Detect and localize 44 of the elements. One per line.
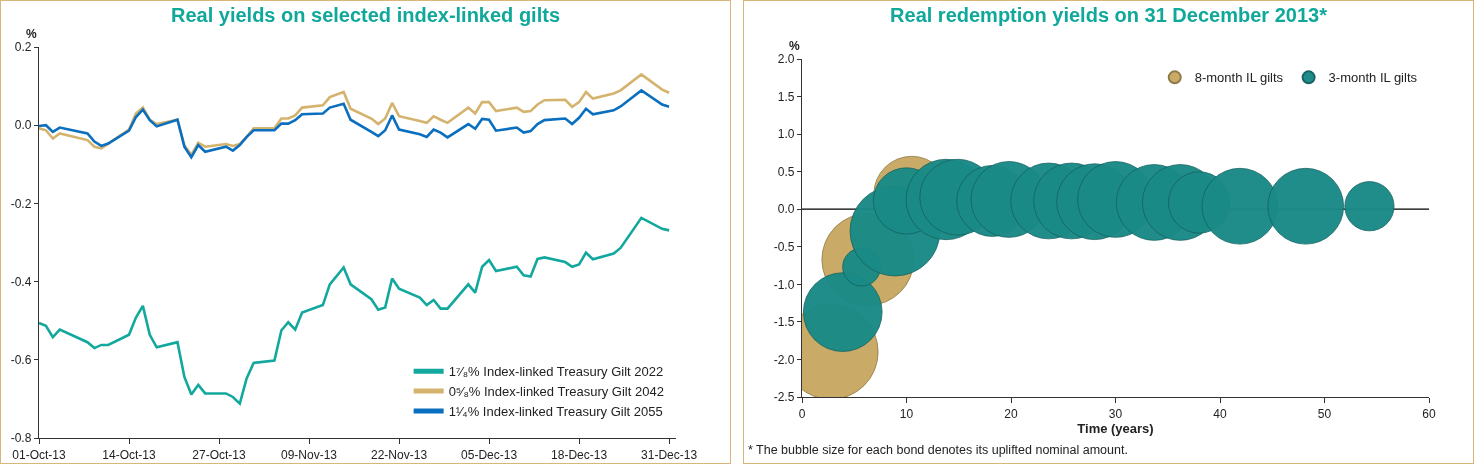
x-tick-label: 0 xyxy=(798,406,806,421)
y-tick-label: -1.5 xyxy=(773,315,795,330)
chart-title: Real yields on selected index-linked gilts xyxy=(170,3,561,26)
y-tick-label: -2.5 xyxy=(773,390,795,405)
x-tick-label: 31-Dec-13 xyxy=(641,447,698,462)
x-tick-label: 30 xyxy=(1108,406,1123,421)
y-tick-label: 0.2 xyxy=(14,40,32,55)
x-tick-label: 22-Nov-13 xyxy=(371,447,428,462)
legend-label: 3-month IL gilts xyxy=(1328,70,1418,86)
legend-label: 1⁷⁄₈% Index-linked Treasury Gilt 2022 xyxy=(448,364,664,380)
x-tick-label: 14-Oct-13 xyxy=(102,447,157,462)
legend-label: 0⁵⁄₈% Index-linked Treasury Gilt 2042 xyxy=(448,384,664,400)
y-tick-label: 0.5 xyxy=(777,164,795,179)
y-tick-label: -0.2 xyxy=(10,196,32,211)
chart-title: Real redemption yields on 31 December 2013* xyxy=(890,3,1328,26)
x-tick-label: 40 xyxy=(1213,406,1227,421)
y-tick-label: 1.5 xyxy=(777,89,795,104)
y-tick-label: 0.0 xyxy=(14,118,32,133)
x-tick-label: 05-Dec-13 xyxy=(461,447,518,462)
legend-label: 1¹⁄₄% Index-linked Treasury Gilt 2055 xyxy=(448,404,663,420)
legend-label: 8-month IL gilts xyxy=(1194,70,1284,86)
x-tick-label: 09-Nov-13 xyxy=(281,447,338,462)
x-tick-label: 18-Dec-13 xyxy=(551,447,608,462)
line-series xyxy=(39,216,671,405)
y-tick-label: 0.0 xyxy=(777,202,795,217)
y-tick-label: -0.8 xyxy=(10,431,32,446)
x-tick-label: 50 xyxy=(1317,406,1332,421)
y-tick-label: -0.6 xyxy=(10,353,32,367)
y-tick-label: -0.4 xyxy=(10,274,32,289)
x-tick-label: 10 xyxy=(899,406,914,421)
text: * The bubble size for each bond denotes its uplifted nominal amount. xyxy=(748,443,1128,457)
line-series xyxy=(39,89,671,159)
y-tick-label: -0.5 xyxy=(773,239,795,254)
x-axis-title: Time (years) xyxy=(1077,420,1154,436)
y-tick-label: 2.0 xyxy=(777,52,795,67)
x-tick-label: 60 xyxy=(1422,406,1436,421)
y-tick-label: 1.0 xyxy=(777,127,795,142)
y-axis-title: % xyxy=(789,39,800,53)
y-axis-title: % xyxy=(26,27,37,41)
x-tick-label: 01-Oct-13 xyxy=(12,447,66,462)
y-tick-label: -2.0 xyxy=(773,352,795,367)
y-tick-label: -1.0 xyxy=(773,277,795,292)
x-tick-label: 27-Oct-13 xyxy=(192,447,247,462)
x-tick-label: 20 xyxy=(1004,406,1018,421)
